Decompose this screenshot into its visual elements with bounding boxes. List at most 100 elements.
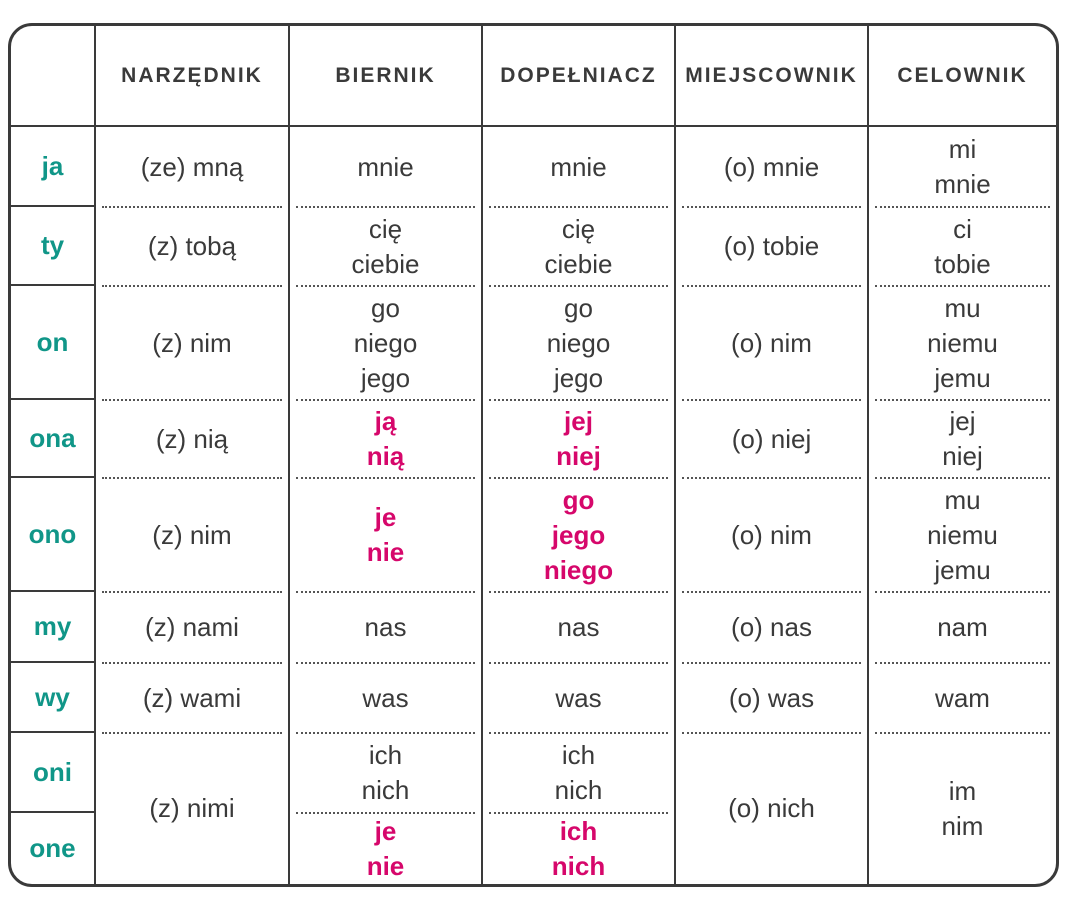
form-text: im [948,775,977,806]
cell-ona-dope-niacz: jej niej [483,400,676,479]
form-text: (o) niej [731,423,812,454]
cell-oni-dope-niacz: ich nich [483,733,676,814]
form-text: mi [948,134,977,164]
cell-oni-miejscownik: (o) nich [676,733,869,884]
form-text: ich [368,740,403,770]
cell-ja-narze-dnik: (ze) mną [96,127,290,208]
form-text: je [374,502,397,532]
cell-ona-biernik: ją nią [290,400,483,479]
cell-ona-celownik: jej niej [869,400,1056,479]
column-header-dope-niacz: DOPEŁNIACZ [483,26,676,127]
cell-ono-biernik: je nie [290,478,483,593]
form-text: mnie [357,151,414,182]
form-text: go [562,484,595,515]
cell-my-miejscownik: (o) nas [676,592,869,664]
form-text: wam [935,682,990,713]
cell-ty-narze-dnik: (z) tobą [96,207,290,287]
cell-oni-biernik: ich nich [290,733,483,814]
cell-wy-miejscownik: (o) was [676,663,869,734]
form-text: cię [368,213,403,244]
form-text: (o) mnie [723,151,820,182]
column-header-narze-dnik: NARZĘDNIK [96,26,290,127]
form-text: (z) wami [142,682,242,713]
form-text: mnie [550,151,607,182]
column-header-celownik: CELOWNIK [869,26,1056,127]
cell-wy-celownik: wam [869,663,1056,734]
pronoun-on: on [11,286,96,400]
form-text: niego [546,327,611,358]
cell-ono-celownik: mu niemu jemu [869,478,1056,593]
form-text: (z) nią [155,423,229,454]
form-text: jego [553,362,604,393]
cell-one-dope-niacz: ich nich [483,813,676,884]
cell-on-celownik: mu niemu jemu [869,286,1056,401]
cell-ja-celownik: mi mnie [869,127,1056,208]
form-text: go [371,292,400,323]
cell-oni-narze-dnik: (z) nimi [96,733,290,884]
pronoun-my: my [11,592,96,663]
form-text: (o) was [728,682,815,713]
cell-on-miejscownik: (o) nim [676,286,869,401]
form-text: (o) nim [731,519,812,550]
form-text: (ze) mną [140,151,244,182]
form-text: jemu [934,554,991,585]
form-text: was [555,682,602,713]
cell-ja-miejscownik: (o) mnie [676,127,869,208]
form-text: was [362,682,409,713]
form-text: nam [937,612,988,642]
cell-ty-miejscownik: (o) tobie [676,207,869,287]
form-text: niej [556,441,601,471]
form-text: ciebie [351,248,420,279]
cell-ty-biernik: cię ciebie [290,207,483,287]
cell-wy-dope-niacz: was [483,663,676,734]
form-text: (o) nas [731,612,812,642]
pronoun-ono: ono [11,478,96,592]
form-text: jego [551,519,606,550]
form-text: (o) nim [731,327,812,358]
cell-ty-dope-niacz: cię ciebie [483,207,676,287]
form-text: nich [361,775,410,805]
cell-wy-narze-dnik: (z) wami [96,663,290,734]
form-text: ciebie [544,248,613,279]
form-text: (z) nami [145,612,239,642]
cell-on-narze-dnik: (z) nim [96,286,290,401]
form-text: niego [543,554,614,585]
cell-on-dope-niacz: go niego jego [483,286,676,401]
form-text: jemu [934,362,991,393]
pronoun-ona: ona [11,400,96,478]
form-text: jej [564,406,593,436]
cell-ty-celownik: ci tobie [869,207,1056,287]
form-text: nie [366,537,405,567]
pronoun-ja: ja [11,127,96,207]
form-text: mnie [934,169,991,199]
form-text: niemu [927,327,998,358]
form-text: jego [360,362,411,393]
cell-my-celownik: nam [869,592,1056,664]
form-text: ich [561,740,596,770]
form-text: (z) nim [152,519,232,550]
form-text: nią [366,441,405,471]
form-text: (z) tobą [147,231,237,261]
cell-wy-biernik: was [290,663,483,734]
form-text: niego [353,327,418,358]
form-text: nich [551,850,606,881]
pronoun-declension-table: NARZĘDNIK BIERNIK DOPEŁNIACZ MIEJSCOWNIK CEL… [8,23,1059,887]
cell-ono-miejscownik: (o) nim [676,478,869,593]
header-corner [11,26,96,127]
form-text: niemu [927,519,998,550]
column-header-biernik: BIERNIK [290,26,483,127]
form-text: nim [941,810,984,841]
form-text: nie [366,850,405,881]
form-text: niej [942,441,983,471]
pronoun-wy: wy [11,663,96,733]
form-text: tobie [934,248,991,279]
form-text: (z) nim [152,327,232,358]
form-text: (z) nimi [149,793,235,823]
cell-oni-celownik: im nim [869,733,1056,884]
cell-ona-narze-dnik: (z) nią [96,400,290,479]
cell-my-narze-dnik: (z) nami [96,592,290,664]
form-text: mu [944,292,981,323]
pronoun-oni: oni [11,733,96,813]
cell-my-biernik: nas [290,592,483,664]
form-text: go [564,292,593,323]
